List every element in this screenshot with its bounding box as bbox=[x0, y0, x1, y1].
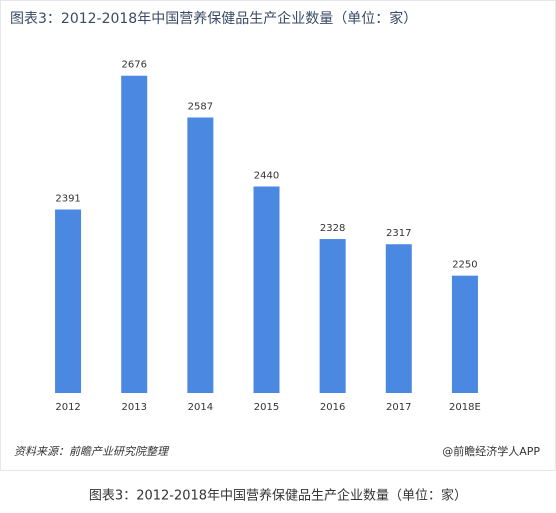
bar bbox=[385, 244, 412, 393]
value-label: 2440 bbox=[254, 170, 279, 181]
bar bbox=[253, 186, 280, 393]
bar bbox=[319, 239, 346, 393]
x-tick-label: 2016 bbox=[320, 402, 345, 413]
caption: 图表3：2012-2018年中国营养保健品生产企业数量（单位：家） bbox=[89, 488, 467, 504]
credit: @前瞻经济学人APP bbox=[442, 444, 540, 458]
x-tick-label: 2017 bbox=[386, 402, 411, 413]
x-tick-label: 2014 bbox=[188, 402, 213, 413]
source-note: 资料来源：前瞻产业研究院整理 bbox=[14, 445, 170, 458]
bar bbox=[187, 117, 214, 393]
x-tick-label: 2018E bbox=[449, 402, 481, 413]
bar bbox=[451, 275, 478, 393]
x-tick-label: 2013 bbox=[121, 402, 146, 413]
value-label: 2250 bbox=[452, 260, 477, 271]
x-tick-label: 2015 bbox=[254, 402, 279, 413]
chart-title: 图表3：2012-2018年中国营养保健品生产企业数量（单位：家） bbox=[10, 10, 417, 27]
bar bbox=[121, 75, 148, 394]
value-label: 2328 bbox=[320, 223, 345, 234]
value-label: 2317 bbox=[386, 228, 411, 239]
x-tick-label: 2012 bbox=[55, 402, 80, 413]
bar bbox=[55, 209, 82, 393]
value-label: 2676 bbox=[121, 60, 146, 71]
value-label: 2587 bbox=[188, 102, 213, 113]
value-label: 2391 bbox=[55, 193, 80, 204]
